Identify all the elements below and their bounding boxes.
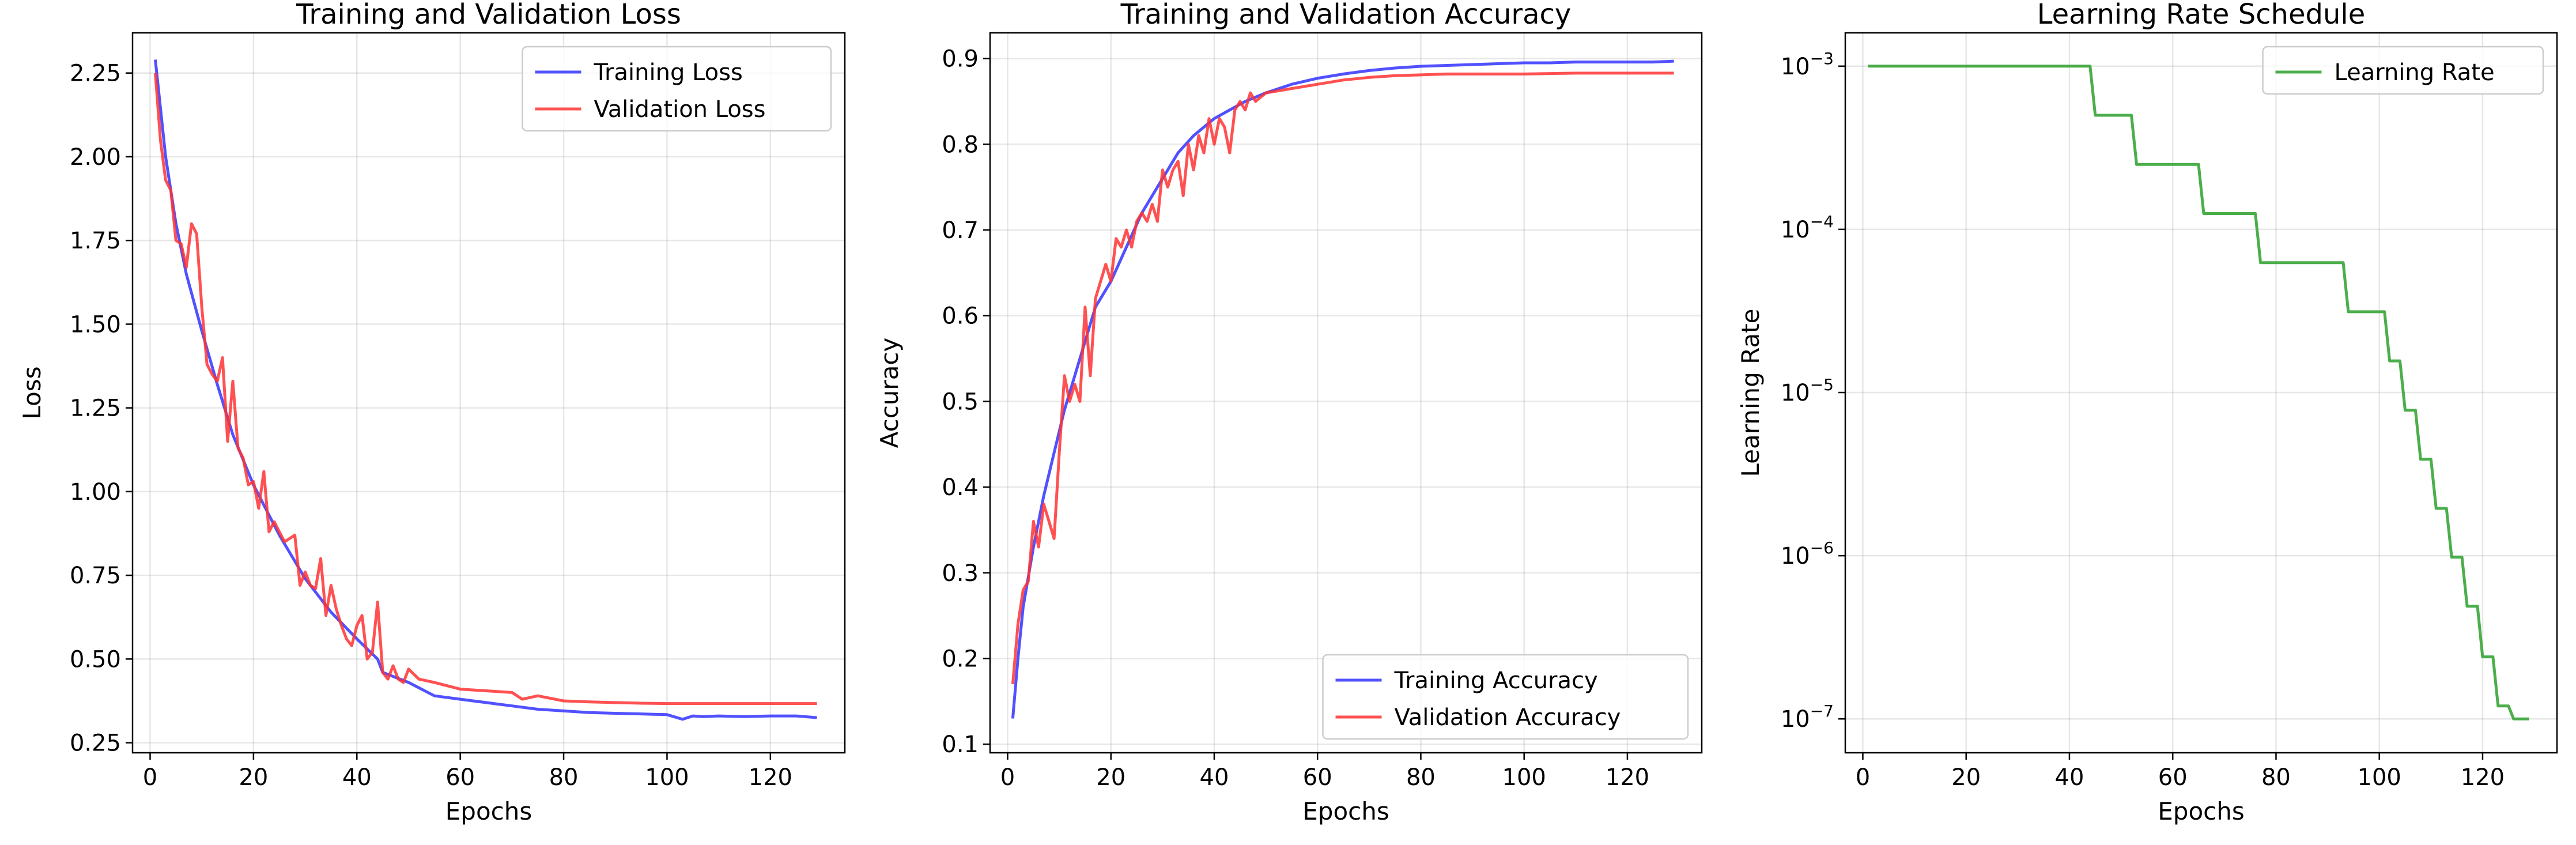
- axes-frame: [131, 32, 846, 754]
- chart-panel-3: 0 20 40 60 80 100 12010−710−610−510−410−3Learn…: [1736, 0, 2558, 825]
- y-tick-label: 0.3: [942, 560, 979, 587]
- x-tick-label: 100: [2358, 764, 2401, 791]
- legend-label: Validation Accuracy: [1395, 704, 1621, 731]
- y-tick-label: 0.9: [942, 46, 979, 73]
- y-tick-base: 10: [1781, 706, 1810, 733]
- y-tick-label: 1.75: [70, 228, 121, 254]
- x-axis-label: Epochs: [1302, 797, 1389, 825]
- x-tick-label: 0: [1856, 764, 1870, 791]
- legend: Training Loss Validation Loss: [522, 46, 832, 132]
- y-tick-label: 10−4: [1781, 212, 1834, 243]
- series-line-learning-rate: [1868, 65, 2529, 720]
- series-line-training-loss: [154, 59, 817, 721]
- x-tick-label: 0: [143, 764, 157, 791]
- x-tick-label: 120: [749, 764, 792, 791]
- x-tick-label: 100: [1502, 764, 1546, 791]
- grid: [990, 33, 1702, 753]
- y-tick-exponent: −4: [1810, 212, 1834, 231]
- y-tick-label: 0.4: [942, 474, 979, 501]
- y-tick-label: 1.50: [70, 311, 121, 338]
- x-tick-label: 40: [342, 764, 372, 791]
- chart-title: Training and Validation Accuracy: [1120, 0, 1572, 31]
- axes-frame: [989, 32, 1703, 754]
- grid: [1845, 33, 2557, 753]
- legend-label: Learning Rate: [2335, 59, 2495, 86]
- y-tick-exponent: −7: [1810, 701, 1834, 720]
- legend: Learning Rate: [2262, 46, 2544, 95]
- y-tick-exponent: −6: [1810, 538, 1834, 557]
- x-tick-label: 120: [2461, 764, 2505, 791]
- series-line-validation-loss: [154, 73, 817, 706]
- legend-label: Training Loss: [594, 59, 743, 86]
- x-tick-label: 120: [1606, 764, 1649, 791]
- y-tick-label: 10−3: [1781, 49, 1834, 80]
- chart-panel-1: 0 20 40 60 80 100 120 0.25 0.50 0.75 1.00 1.25 1.50 1…: [18, 0, 846, 825]
- x-axis-label: Epochs: [2158, 797, 2245, 825]
- x-tick-label: 60: [1303, 764, 1332, 791]
- y-tick-label: 0.50: [70, 646, 121, 673]
- y-tick-label: 10−6: [1781, 538, 1834, 569]
- x-tick-label: 80: [2261, 764, 2291, 791]
- y-tick-exponent: −5: [1810, 375, 1834, 394]
- legend-box: [522, 46, 832, 132]
- chart-title: Learning Rate Schedule: [2037, 0, 2366, 31]
- x-tick-label: 100: [645, 764, 689, 791]
- y-tick-base: 10: [1781, 380, 1810, 406]
- y-tick-label: 2.00: [70, 144, 121, 171]
- y-tick-label: 10−7: [1781, 701, 1834, 733]
- y-tick-label: 0.1: [942, 731, 979, 758]
- x-tick-label: 60: [2158, 764, 2188, 791]
- legend-box: [1322, 654, 1689, 740]
- y-tick-label: 0.75: [70, 563, 121, 589]
- x-tick-label: 20: [1951, 764, 1981, 791]
- y-tick-label: 0.5: [942, 388, 979, 415]
- y-tick-label: 0.2: [942, 646, 979, 672]
- x-tick-label: 80: [1406, 764, 1436, 791]
- legend-label: Validation Loss: [594, 96, 766, 123]
- y-tick-base: 10: [1781, 543, 1810, 569]
- x-tick-label: 40: [2055, 764, 2084, 791]
- y-tick-label: 0.6: [942, 303, 979, 330]
- series-line-validation-accuracy: [1011, 71, 1674, 685]
- x-tick-label: 20: [239, 764, 268, 791]
- x-tick-label: 40: [1200, 764, 1229, 791]
- grid: [133, 33, 845, 753]
- legend-box: [2262, 46, 2544, 95]
- y-tick-label: 2.25: [70, 61, 121, 87]
- x-axis-label: Epochs: [445, 797, 532, 825]
- y-tick-label: 0.25: [70, 730, 121, 757]
- y-tick-label: 0.8: [942, 131, 979, 158]
- y-tick-label: 1.25: [70, 395, 121, 422]
- y-tick-exponent: −3: [1810, 49, 1834, 68]
- x-tick-label: 0: [1000, 764, 1015, 791]
- y-axis-label: Accuracy: [875, 338, 904, 448]
- y-tick-label: 1.00: [70, 479, 121, 506]
- legend-label: Training Accuracy: [1394, 667, 1598, 694]
- chart-panel-2: 0 20 40 60 80 100 120 0.1 0.2 0.3 0.4 0.5 0.6 0.7 0.8 0…: [875, 0, 1703, 825]
- chart-title: Training and Validation Loss: [296, 0, 681, 31]
- x-tick-label: 60: [445, 764, 475, 791]
- y-axis-label: Learning Rate: [1736, 309, 1765, 477]
- y-tick-base: 10: [1781, 54, 1810, 80]
- x-tick-label: 20: [1096, 764, 1125, 791]
- y-tick-base: 10: [1781, 217, 1810, 243]
- x-tick-label: 80: [549, 764, 579, 791]
- y-tick-label: 10−5: [1781, 375, 1834, 406]
- y-tick-label: 0.7: [942, 217, 979, 244]
- y-axis-label: Loss: [18, 366, 46, 419]
- legend: Training Accuracy Validation Accuracy: [1322, 654, 1689, 740]
